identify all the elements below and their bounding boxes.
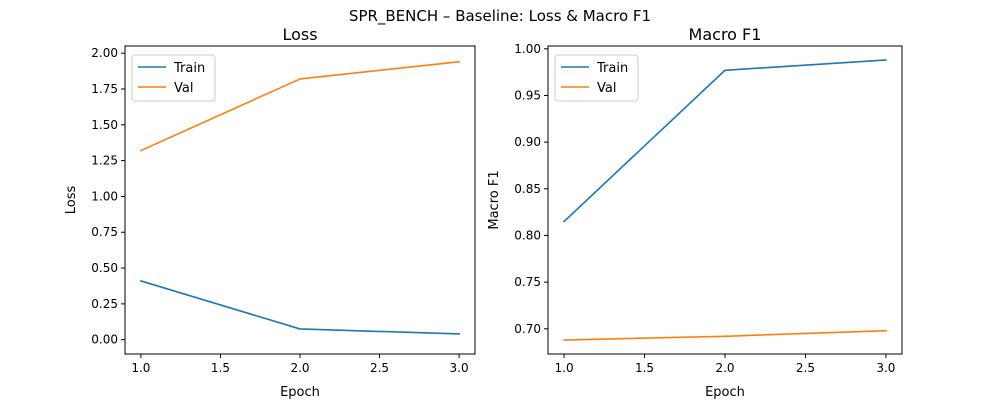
macro-f1-x-tick-label: 1.5 — [635, 361, 654, 375]
macro-f1-title: Macro F1 — [689, 25, 762, 44]
macro-f1-y-tick-label: 0.90 — [514, 135, 541, 149]
loss-y-tick-label: 0.50 — [91, 261, 118, 275]
loss-x-tick-label: 2.5 — [370, 361, 389, 375]
loss-y-tick-label: 1.50 — [91, 118, 118, 132]
macro-f1-x-tick-label: 2.0 — [715, 361, 734, 375]
macro-f1-x-tick-label: 3.0 — [876, 361, 895, 375]
macro-f1-y-tick-label: 1.00 — [514, 42, 541, 56]
loss-y-tick-label: 1.00 — [91, 189, 118, 203]
loss-y-tick-label: 1.25 — [91, 154, 118, 168]
loss-x-tick-label: 1.5 — [211, 361, 230, 375]
macro-f1-legend: Train Val — [554, 54, 639, 102]
loss-y-axis-label: Loss — [64, 186, 79, 215]
loss-legend-label-train: Train — [173, 61, 205, 76]
loss-x-tick-label: 2.0 — [290, 361, 309, 375]
macro-f1-y-tick-label: 0.70 — [514, 322, 541, 336]
loss-x-tick-label: 1.0 — [131, 361, 150, 375]
loss-series-val-line — [139, 60, 460, 152]
macro-f1-y-tick-label: 0.75 — [514, 275, 541, 289]
macro-f1-x-axis-label: Epoch — [705, 385, 745, 400]
macro-f1-x-tick-label: 1.0 — [555, 361, 574, 375]
loss-y-tick-label: 0.25 — [91, 297, 118, 311]
loss-panel: Loss 1.0 1.5 2.0 2.5 3.0 0.00 0.25 0.50 0.75 1.00 1… — [64, 25, 476, 400]
loss-title: Loss — [282, 25, 317, 44]
loss-x-axis-label: Epoch — [280, 385, 320, 400]
macro-f1-panel: Macro F1 1.0 1.5 2.0 2.5 3.0 0.70 0.75 0.80 0.85 0… — [487, 25, 903, 400]
macro-f1-series-val-line — [563, 329, 887, 341]
macro-f1-legend-label-val: Val — [597, 81, 616, 96]
loss-y-tick-label: 0.75 — [91, 225, 118, 239]
loss-series-train-line — [139, 279, 460, 335]
macro-f1-y-tick-label: 0.80 — [514, 228, 541, 242]
figure-suptitle: SPR_BENCH – Baseline: Loss & Macro F1 — [349, 7, 651, 26]
macro-f1-y-axis-label: Macro F1 — [487, 170, 502, 229]
loss-legend: Train Val — [131, 54, 216, 102]
loss-y-tick-label: 0.00 — [91, 333, 118, 347]
loss-y-tick-label: 2.00 — [91, 46, 118, 60]
loss-legend-label-val: Val — [174, 81, 193, 96]
macro-f1-y-tick-label: 0.85 — [514, 182, 541, 196]
loss-y-tick-label: 1.75 — [91, 82, 118, 96]
macro-f1-x-tick-label: 2.5 — [796, 361, 815, 375]
loss-x-tick-label: 3.0 — [450, 361, 469, 375]
macro-f1-series-train-line — [562, 59, 887, 223]
macro-f1-legend-label-train: Train — [596, 61, 628, 76]
macro-f1-y-tick-label: 0.95 — [514, 88, 541, 102]
